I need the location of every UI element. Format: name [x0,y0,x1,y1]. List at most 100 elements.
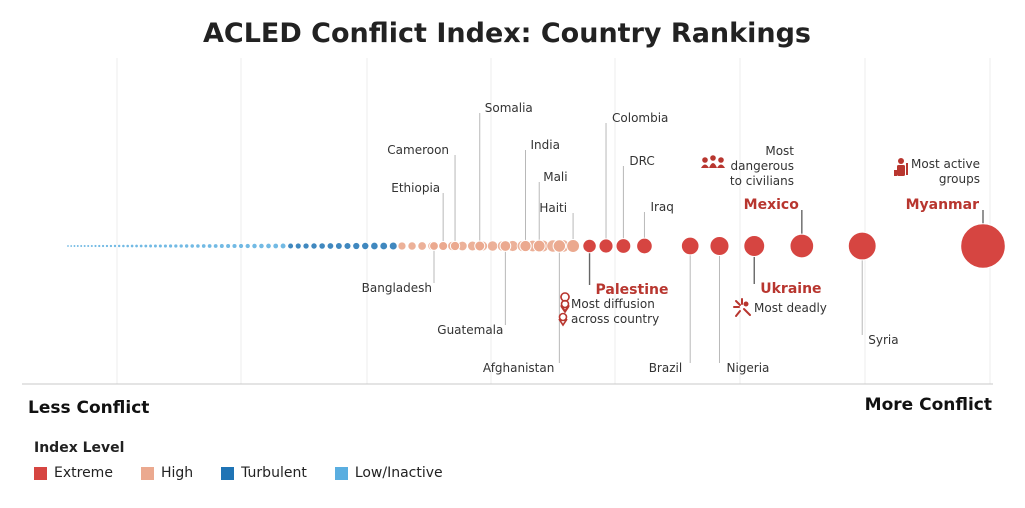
country-bubble-drc [615,238,632,254]
country-bubble [82,244,87,248]
country-bubble [206,243,213,249]
legend-item-extreme: Extreme [34,465,113,481]
country-bubble [397,241,407,251]
explosion-icon [733,298,751,317]
country-bubble-guatemala [499,240,512,252]
country-bubble [361,241,370,251]
country-bubble [201,243,207,249]
country-bubble [231,243,238,249]
legend-item-turbulent: Turbulent [221,465,307,481]
country-bubble-colombia [598,238,614,254]
country-bubble [407,241,417,251]
country-label-brazil: Brazil [649,361,683,375]
chart-title: ACLED Conflict Index: Country Rankings [203,18,811,49]
country-label-bangladesh: Bangladesh [362,281,432,295]
country-bubble [417,241,427,251]
country-label-myanmar: Myanmar [906,197,980,213]
country-bubble-myanmar [960,223,1006,269]
country-bubble [121,243,126,249]
country-bubble [219,243,225,249]
country-bubble-nigeria [709,235,730,257]
country-bubble [195,243,201,249]
country-bubble [370,241,379,251]
country-bubble [93,244,98,248]
legend-swatch [221,466,235,480]
legend: Extreme High Turbulent Low/Inactive [34,465,443,481]
country-label-iraq: Iraq [650,200,673,214]
country-label-guatemala: Guatemala [437,323,503,337]
country-label-ukraine: Ukraine [760,281,821,297]
country-label-nigeria: Nigeria [726,361,769,375]
country-bubble [86,244,91,248]
country-bubble [129,243,135,249]
country-bubble-cameroon [449,240,461,252]
country-bubble-palestine [582,238,597,254]
legend-swatch [34,466,47,480]
country-bubble-haiti [566,239,581,253]
country-label-mexico: Mexico [744,197,800,213]
country-label-afghanistan: Afghanistan [483,361,554,375]
bubble-series [66,223,1006,269]
country-bubble-syria [847,231,877,261]
country-bubble-bangladesh [429,241,439,251]
country-label-colombia: Colombia [612,111,668,125]
country-bubble [388,241,398,251]
country-label-haiti: Haiti [539,201,567,215]
country-labels: Bangladesh Ethiopia Cameroon Somalia Guatema… [362,101,980,375]
more-conflict-label: More Conflict [865,395,992,415]
country-bubble [101,244,105,248]
country-bubble [76,244,80,248]
legend-label: Low/Inactive [354,465,443,481]
less-conflict-label: Less Conflict [28,398,149,418]
country-label-somalia: Somalia [485,101,533,115]
country-label-india: India [531,138,560,152]
country-bubble-ethiopia [438,240,449,252]
country-bubble [163,243,168,249]
country-bubble [117,243,122,249]
country-label-cameroon: Cameroon [387,143,449,157]
country-label-palestine: Palestine [596,282,669,298]
country-bubble [125,243,130,249]
country-bubble-somalia [474,240,486,252]
country-bubble [89,244,94,248]
country-bubble [318,242,326,250]
country-bubble [158,243,163,249]
people-group-icon [701,155,725,168]
country-bubble [238,243,244,249]
country-bubble-ukraine [743,235,766,257]
note-palestine: Most diffusion across country [571,297,659,326]
country-bubble [189,243,195,249]
country-bubble [352,242,361,250]
annotation-icons [558,155,908,327]
country-bubble [72,244,77,248]
country-bubble [302,242,310,250]
note-myanmar: Most active groups [911,157,980,186]
legend-label: Extreme [54,465,113,481]
note-mexico: Most dangerous to civilians [730,144,794,188]
country-bubble [294,242,302,250]
country-bubble [335,242,343,250]
country-bubble [258,242,265,250]
legend-item-low-inactive: Low/Inactive [334,465,443,481]
grid-lines [116,58,991,384]
legend-title: Index Level [34,440,125,456]
country-bubble [143,243,149,249]
note-ukraine: Most deadly [754,301,827,315]
country-bubble [148,243,153,249]
country-label-drc: DRC [629,154,654,168]
leader-lines [433,113,984,363]
country-bubble [97,244,102,248]
country-bubble-mexico [789,233,815,259]
country-bubble [225,243,231,249]
country-bubble-iraq [636,237,653,255]
country-bubble [69,244,73,248]
country-bubble-mali [532,239,546,253]
country-bubble [184,243,190,249]
country-bubble [287,242,294,250]
country-bubble [168,243,173,249]
country-bubble-brazil [680,236,700,256]
country-bubble [113,243,118,249]
legend-swatch [334,466,348,480]
map-pin-icon [558,292,570,327]
